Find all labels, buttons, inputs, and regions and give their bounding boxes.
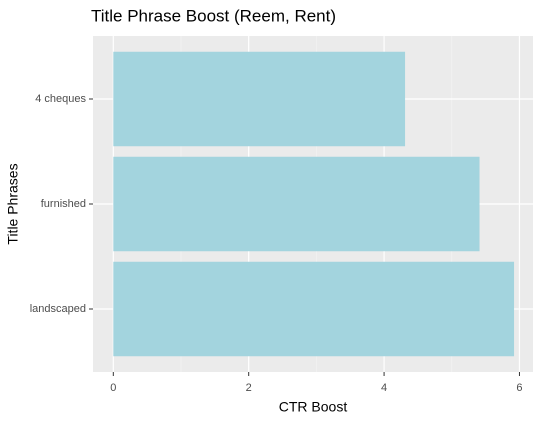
bar [113, 156, 480, 252]
x-tick-label: 2 [246, 382, 252, 394]
x-tick-label: 6 [516, 382, 522, 394]
y-tick-label: furnished [41, 198, 86, 210]
bar [113, 261, 515, 357]
y-axis-title: Title Phrases [5, 163, 21, 244]
chart-title: Title Phrase Boost (Reem, Rent) [91, 6, 336, 25]
y-tick-label: landscaped [30, 303, 86, 315]
x-tick-label: 4 [381, 382, 387, 394]
bar [113, 51, 406, 147]
y-tick-label: 4 cheques [35, 93, 86, 105]
x-tick-label: 0 [110, 382, 116, 394]
x-axis-title: CTR Boost [279, 399, 348, 415]
